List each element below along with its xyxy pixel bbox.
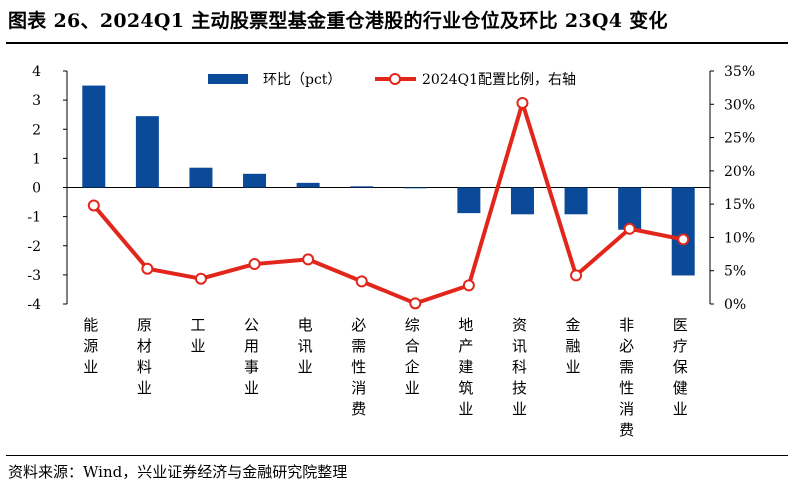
- right-tick-label: 5%: [724, 264, 746, 280]
- right-tick-label: 35%: [724, 64, 755, 80]
- bar-3: [189, 167, 213, 188]
- chart-title: 图表 26、2024Q1 主动股票型基金重仓港股的行业仓位及环比 23Q4 变化: [8, 10, 668, 32]
- left-tick-label: -4: [27, 297, 41, 313]
- left-tick-label: 1: [32, 151, 41, 167]
- line-point-11: [623, 222, 636, 235]
- category-label: 非必需性消费: [619, 316, 634, 439]
- line-point-4: [248, 258, 261, 271]
- footer-rule: [6, 455, 788, 456]
- line-point-3: [194, 272, 207, 285]
- right-tick-label: 30%: [724, 97, 755, 113]
- source-note: 资料来源：Wind，兴业证券经济与金融研究院整理: [8, 463, 348, 481]
- category-label: 医疗保健业: [673, 316, 688, 418]
- line-point-8: [462, 279, 475, 292]
- bar-6: [350, 186, 374, 188]
- title-rule: [6, 42, 788, 44]
- bar-1: [82, 85, 106, 188]
- right-tick-label: 25%: [724, 131, 755, 147]
- line-point-7: [409, 297, 422, 310]
- category-label: 电讯业: [298, 316, 313, 376]
- bar-7: [403, 187, 427, 189]
- left-tick-label: 0: [32, 181, 41, 197]
- bar-5: [296, 182, 320, 188]
- left-tick-label: 3: [32, 93, 41, 109]
- right-tick-label: 10%: [724, 230, 755, 246]
- line-point-9: [516, 96, 529, 109]
- category-label: 工业: [190, 316, 205, 355]
- left-tick-label: 2: [32, 122, 41, 138]
- legend-line-label: 2024Q1配置比例，右轴: [422, 72, 576, 88]
- bar-2: [135, 116, 159, 188]
- bar-12: [671, 187, 695, 276]
- legend-bar-label: 环比（pct）: [263, 72, 341, 88]
- left-tick-label: -2: [27, 239, 41, 255]
- category-label: 资讯科技业: [512, 316, 527, 418]
- right-tick-label: 0%: [724, 297, 746, 313]
- line-point-2: [141, 262, 154, 275]
- category-label: 能源业: [83, 316, 98, 376]
- legend-bar-swatch: [208, 74, 248, 84]
- left-tick-label: -1: [27, 210, 41, 226]
- line-point-1: [87, 199, 100, 212]
- bar-11: [618, 187, 642, 230]
- bar-9: [510, 187, 534, 215]
- bar-8: [457, 187, 481, 214]
- category-label: 原材料业: [137, 316, 152, 397]
- line-point-10: [570, 269, 583, 282]
- category-label: 必需性消费: [351, 316, 366, 418]
- right-tick-label: 15%: [724, 197, 755, 213]
- line-point-6: [355, 275, 368, 288]
- left-tick-label: -3: [27, 268, 41, 284]
- right-tick-label: 20%: [724, 164, 755, 180]
- line-point-5: [302, 253, 315, 266]
- bar-10: [564, 187, 588, 215]
- line-point-12: [677, 233, 690, 246]
- category-label: 公用事业: [244, 316, 259, 397]
- left-tick-label: 4: [32, 64, 41, 80]
- line-series: [92, 100, 684, 306]
- category-label: 综合企业: [405, 316, 420, 397]
- legend-line-marker: [389, 73, 401, 85]
- category-label: 金融业: [566, 316, 581, 376]
- bar-4: [243, 173, 267, 188]
- category-label: 地产建筑业: [458, 316, 473, 418]
